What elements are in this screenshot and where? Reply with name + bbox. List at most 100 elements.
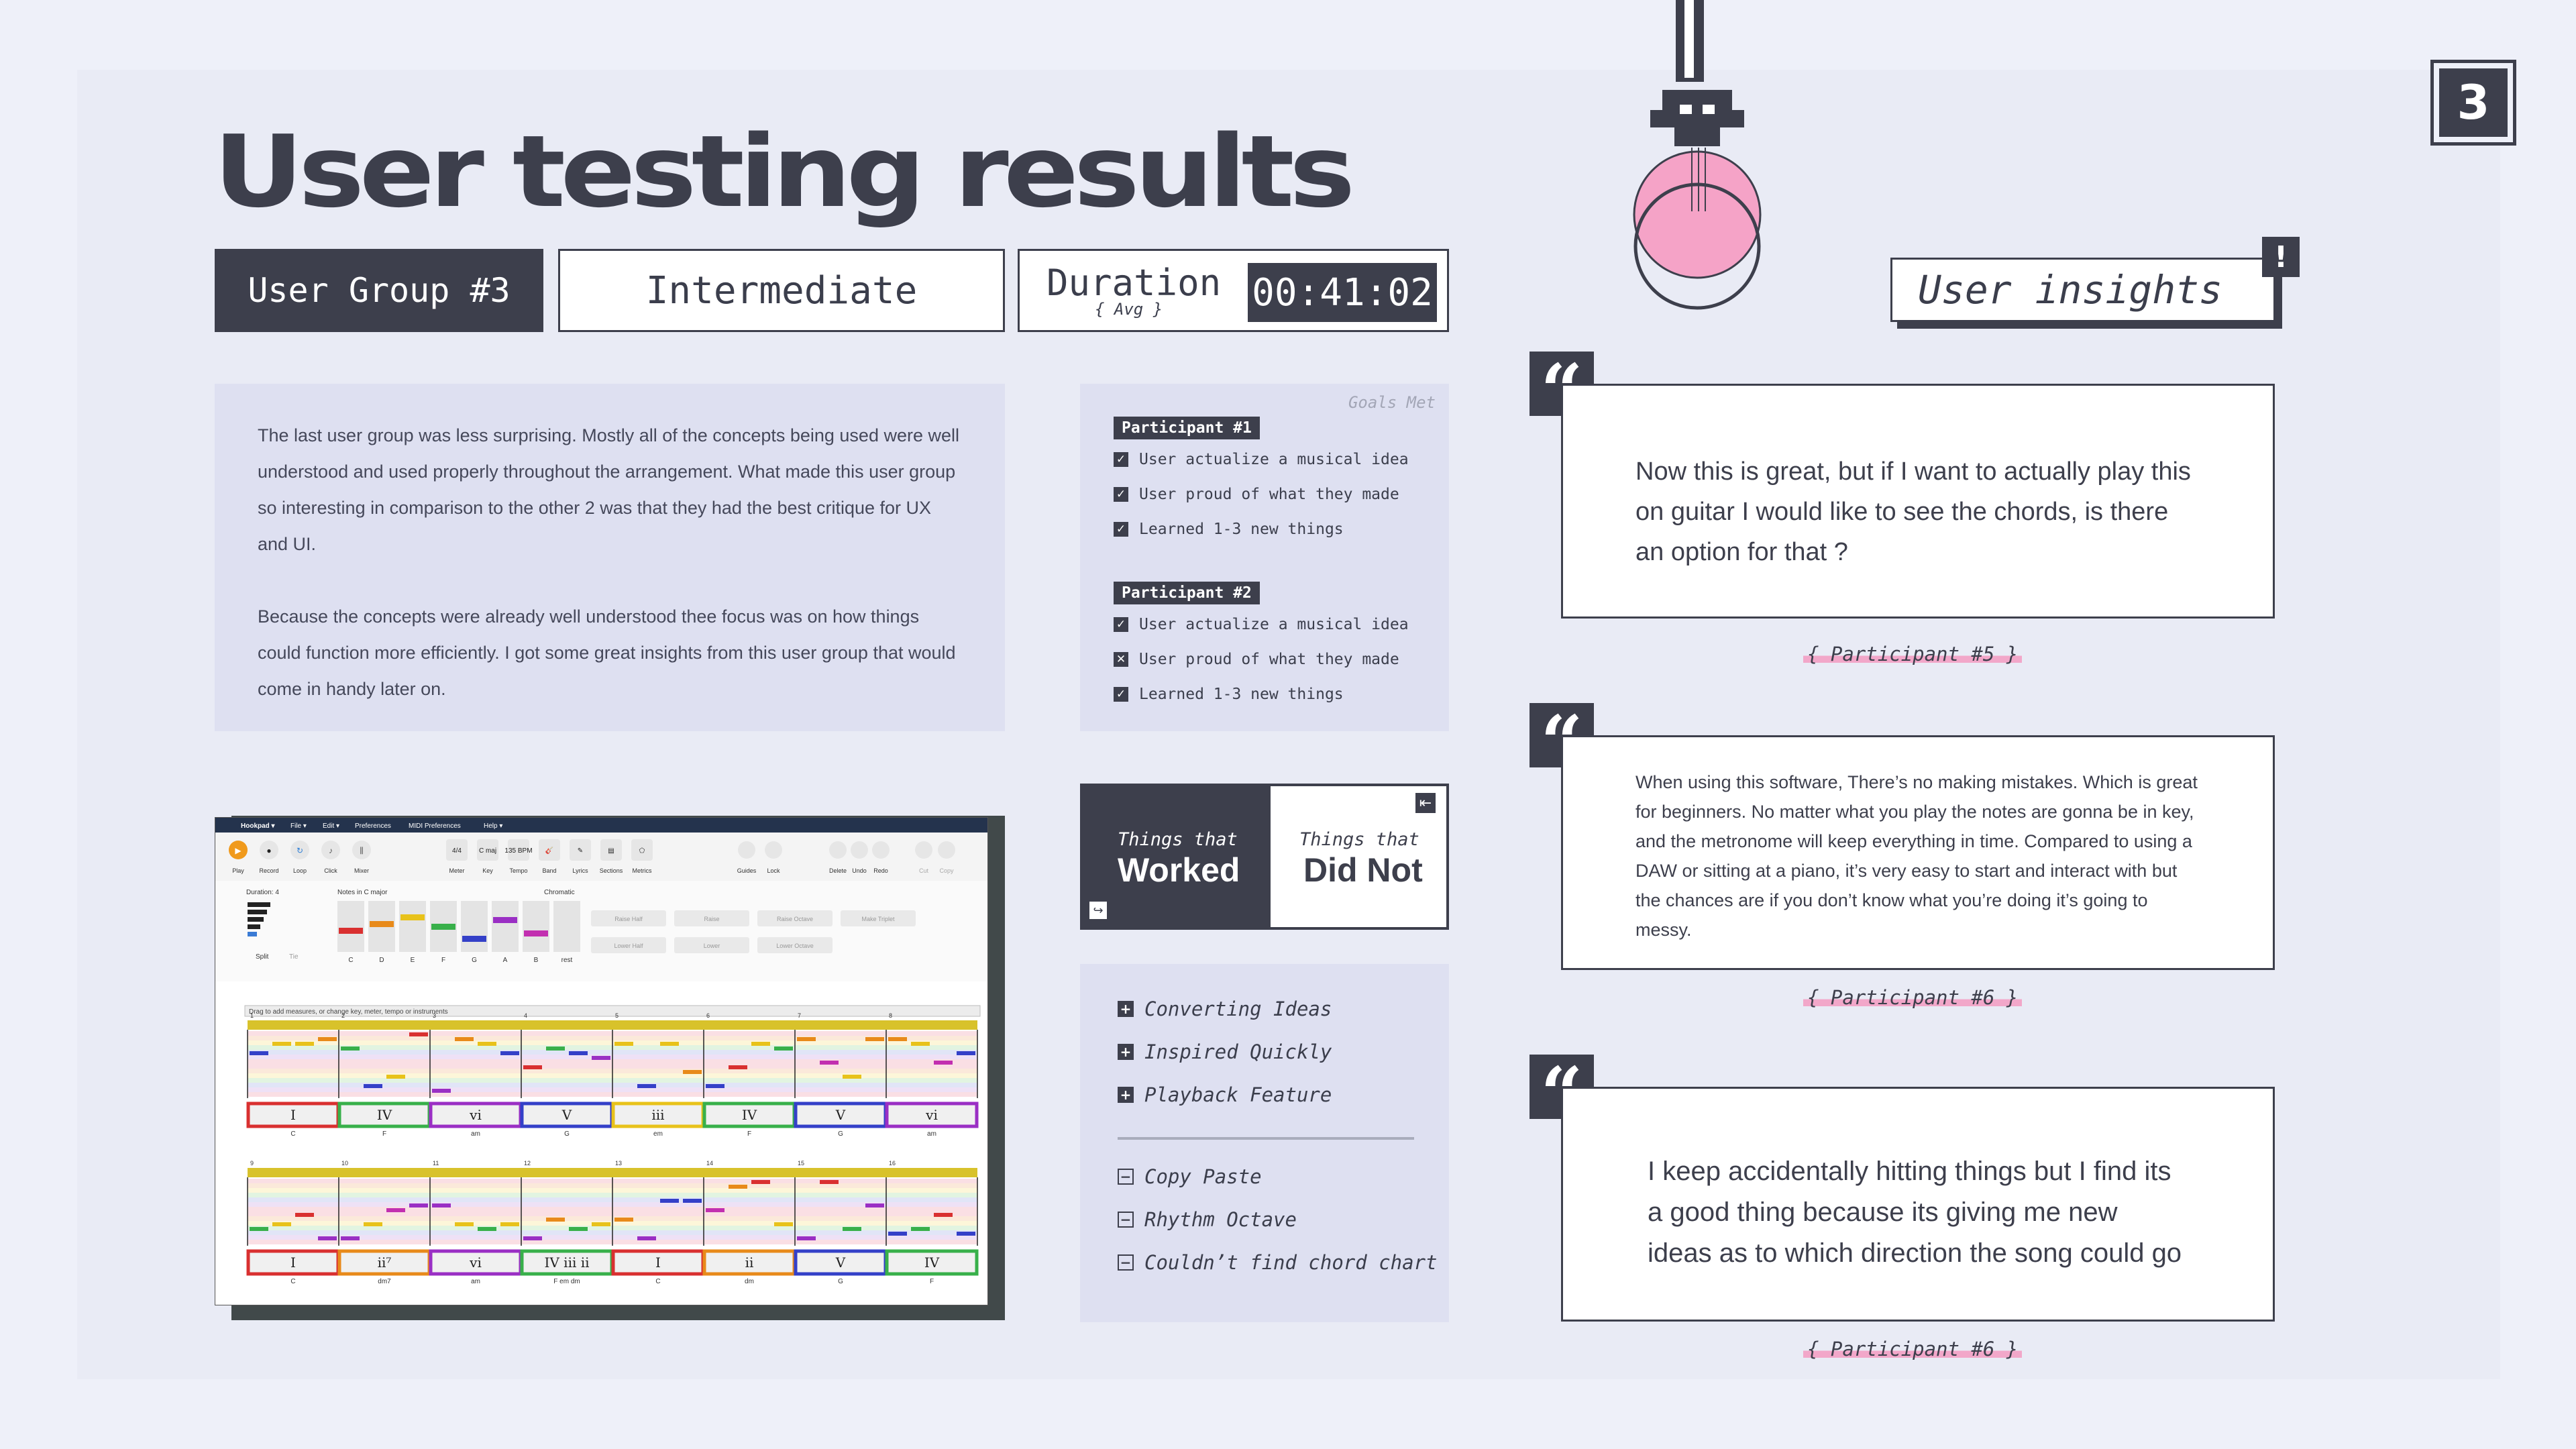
- hookpad-note-key: [337, 901, 364, 952]
- hookpad-note-swatch: [524, 930, 548, 936]
- hookpad-note: [318, 1236, 337, 1240]
- hookpad-chord-name: F em dm: [553, 1278, 580, 1285]
- hookpad-edit-icon: [938, 841, 955, 859]
- hookpad-chord-roman: IV iii ii: [544, 1254, 589, 1271]
- hookpad-bar-number: 12: [524, 1160, 531, 1167]
- hookpad-note: [432, 1089, 451, 1093]
- summary-paragraph-2: Because the concepts were already well u…: [258, 606, 956, 699]
- hookpad-note: [295, 1213, 314, 1217]
- hookpad-edit-button: [591, 937, 666, 953]
- hookpad-chord-name: F: [930, 1278, 934, 1285]
- hookpad-transport-glyph: ♪: [329, 846, 333, 855]
- quote-participant: { Participant #6 }: [1803, 986, 2023, 1009]
- hookpad-bar-number: 13: [615, 1160, 622, 1167]
- plus-icon: +: [1118, 1087, 1134, 1103]
- hookpad-note-swatch: [462, 936, 486, 942]
- worked-didnot-toggle[interactable]: Things that Worked ↪ Things that Did Not…: [1080, 784, 1449, 930]
- hookpad-note: [592, 1056, 610, 1060]
- hookpad-chord-name: C: [655, 1278, 660, 1285]
- hookpad-chord-block: [885, 1102, 979, 1128]
- duration-label: Duration: [1046, 262, 1222, 304]
- checkbox-checked-icon: ✓: [1114, 617, 1128, 632]
- hookpad-tool-label: Tempo: [509, 867, 527, 874]
- hookpad-chord-roman: iii: [651, 1107, 664, 1123]
- hookpad-note-key: [461, 901, 488, 952]
- page-number: 3: [2430, 60, 2516, 146]
- worked-tab[interactable]: Things that Worked ↪: [1083, 786, 1271, 927]
- hookpad-grid: Drag to add measures, or change key, met…: [244, 1005, 981, 1285]
- goal-item: ✓ Learned 1-3 new things: [1114, 521, 1344, 538]
- hookpad-chord-name: dm7: [378, 1278, 391, 1285]
- hookpad-note: [500, 1222, 519, 1226]
- hookpad-edit-label: Delete: [829, 867, 847, 874]
- hookpad-chord-block: [611, 1102, 705, 1128]
- hookpad-note: [409, 1032, 428, 1036]
- didnot-item: − Rhythm Octave: [1118, 1208, 1297, 1231]
- hookpad-note-swatch: [493, 917, 517, 923]
- participant-1-tag: Participant #1: [1114, 417, 1260, 439]
- hookpad-bar-number: 8: [889, 1012, 892, 1019]
- hookpad-chord-roman: I: [290, 1107, 296, 1123]
- hookpad-editor-bg: [215, 881, 987, 981]
- quote-card: Now this is great, but if I want to actu…: [1561, 384, 2275, 619]
- hookpad-hint-text: Drag to add measures, or change key, met…: [249, 1008, 448, 1016]
- didnot-item: − Couldn’t find chord chart: [1118, 1251, 1438, 1274]
- hookpad-transport-glyph: ●: [266, 846, 271, 855]
- hookpad-menu-item: Preferences: [355, 822, 391, 830]
- hookpad-tool-value: C maj: [479, 847, 496, 855]
- hookpad-edit-icon: [851, 841, 868, 859]
- hookpad-note: [820, 1180, 839, 1184]
- hookpad-note: [934, 1061, 953, 1065]
- hookpad-bar-number: 1: [250, 1012, 254, 1019]
- hookpad-hint-bar: [244, 1005, 981, 1017]
- checkbox-checked-icon: ✓: [1114, 687, 1128, 702]
- hookpad-duration-bar: [248, 910, 267, 914]
- hookpad-chord-name: am: [927, 1130, 936, 1138]
- worked-list-panel: + Converting Ideas + Inspired Quickly + Pla…: [1080, 964, 1449, 1322]
- hookpad-note: [523, 1065, 542, 1069]
- hookpad-chord-name: am: [471, 1130, 480, 1138]
- hookpad-edit-button: [674, 910, 749, 926]
- hookpad-bar-number: 15: [798, 1160, 804, 1167]
- hookpad-tool-icon: [539, 839, 560, 861]
- hookpad-note: [592, 1222, 610, 1226]
- hookpad-note: [911, 1042, 930, 1046]
- goal-item: ✓ Learned 1-3 new things: [1114, 686, 1344, 703]
- hookpad-edit-icon: [829, 841, 847, 859]
- minus-icon: −: [1118, 1254, 1134, 1271]
- hookpad-note: [478, 1227, 496, 1231]
- lightbulb-icon: [1633, 90, 1762, 310]
- checkbox-checked-icon: ✓: [1114, 452, 1128, 467]
- hookpad-note-letter: rest: [561, 957, 573, 964]
- hookpad-transport-icon: [352, 841, 371, 859]
- hookpad-transport-glyph: ⫼: [360, 846, 364, 855]
- hookpad-note: [660, 1199, 679, 1203]
- hookpad-chord-roman: ii: [745, 1254, 754, 1271]
- back-arrow-icon[interactable]: ⇤: [1415, 793, 1436, 813]
- hookpad-tool-value: ✎: [578, 847, 583, 855]
- hookpad-edit-button-label: Lower Half: [614, 943, 643, 949]
- minus-icon: −: [1118, 1169, 1134, 1185]
- goals-header: Goals Met: [1348, 393, 1436, 412]
- hookpad-duration-bar: [248, 917, 264, 922]
- duration-sub-label: { Avg }: [1095, 300, 1163, 319]
- hookpad-note: [569, 1051, 588, 1055]
- hookpad-edit-button-label: Raise: [704, 916, 719, 922]
- summary-paragraph-1: The last user group was less surprising.…: [258, 425, 959, 554]
- hookpad-edit-icon: [872, 841, 890, 859]
- quote-text: Now this is great, but if I want to actu…: [1635, 458, 2191, 566]
- user-group-label: User Group #3: [215, 249, 543, 332]
- quote-text: When using this software, There’s no mak…: [1635, 772, 2198, 940]
- hookpad-bar-number: 4: [524, 1012, 527, 1019]
- plus-icon: +: [1118, 1001, 1134, 1017]
- hookpad-note: [888, 1232, 907, 1236]
- hookpad-tool-icon: [446, 839, 468, 861]
- hookpad-tool-label: Key: [482, 867, 493, 874]
- hookpad-tool-icon: [600, 839, 622, 861]
- hookpad-chord-block: [611, 1249, 705, 1276]
- exclamation-icon: !: [2262, 237, 2300, 277]
- hookpad-note: [797, 1037, 816, 1041]
- hookpad-note-swatch: [370, 921, 394, 927]
- hookpad-duration-bar: [248, 932, 257, 936]
- hookpad-note: [957, 1051, 975, 1055]
